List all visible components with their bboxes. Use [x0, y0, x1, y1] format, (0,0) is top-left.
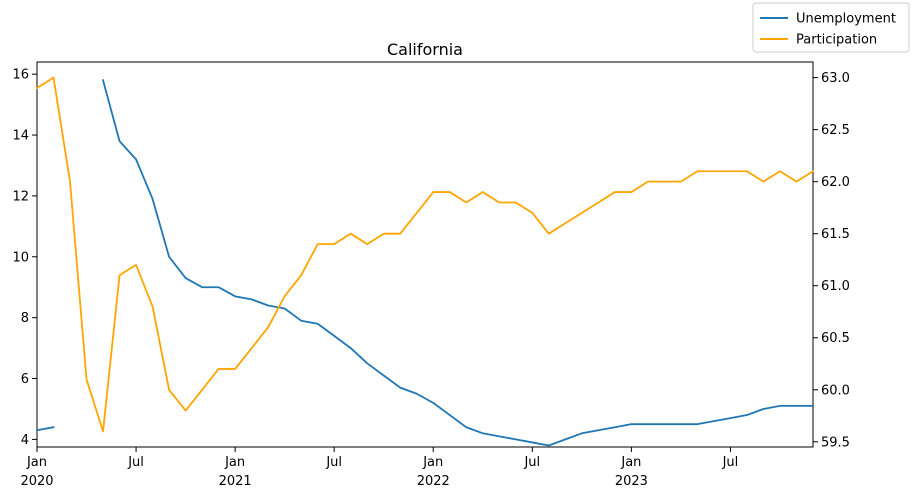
series-line-unemployment	[35, 426, 55, 432]
x-axis: Jan 2020 Jul Jan 2021 Jul Jan 2022 Jul Jan 2023 Jul	[20, 447, 738, 489]
y-left-tick-label: 14	[12, 129, 29, 144]
x-tick-year-label: 2021	[219, 474, 252, 489]
series-line-participation	[35, 76, 815, 433]
x-tick-label: Jan	[620, 455, 641, 470]
series-layer	[35, 76, 815, 447]
legend-box	[752, 2, 910, 53]
x-tick-label: Jan	[26, 455, 47, 470]
x-tick-year-label: 2022	[417, 474, 450, 489]
y-left-tick-label: 10	[12, 250, 29, 265]
y-left-tick-label: 8	[21, 311, 29, 326]
series-line-unemployment	[101, 79, 814, 447]
x-tick-label: Jul	[722, 455, 739, 470]
y-axis-left: 4 6 8 10 12 14 16	[12, 68, 37, 448]
x-tick-label: Jul	[523, 455, 540, 470]
x-tick-label: Jan	[224, 455, 245, 470]
y-right-tick-label: 61.5	[821, 227, 850, 242]
plot-frame	[36, 61, 814, 448]
y-right-tick-label: 63.0	[821, 71, 850, 86]
x-tick-year-label: 2020	[20, 474, 53, 489]
plot-border	[36, 61, 814, 448]
chart-title: California	[387, 40, 463, 59]
y-right-tick-label: 60.0	[821, 383, 850, 398]
legend-label-participation: Participation	[796, 33, 877, 48]
y-right-tick-label: 61.0	[821, 279, 850, 294]
y-left-tick-label: 4	[21, 433, 29, 448]
y-right-tick-label: 62.0	[821, 175, 850, 190]
y-right-tick-label: 59.5	[821, 435, 850, 450]
x-tick-label: Jan	[422, 455, 443, 470]
y-left-tick-label: 12	[12, 189, 29, 204]
x-tick-label: Jul	[127, 455, 144, 470]
x-tick-label: Jul	[325, 455, 342, 470]
y-right-tick-label: 62.5	[821, 123, 850, 138]
legend: Unemployment Participation	[752, 2, 910, 53]
y-left-tick-label: 6	[21, 372, 29, 387]
y-left-tick-label: 16	[12, 68, 29, 83]
x-tick-year-label: 2023	[615, 474, 648, 489]
y-right-tick-label: 60.5	[821, 331, 850, 346]
y-axis-right: 59.5 60.0 60.5 61.0 61.5 62.0 62.5 63.0	[813, 71, 850, 450]
legend-label-unemployment: Unemployment	[796, 12, 896, 27]
